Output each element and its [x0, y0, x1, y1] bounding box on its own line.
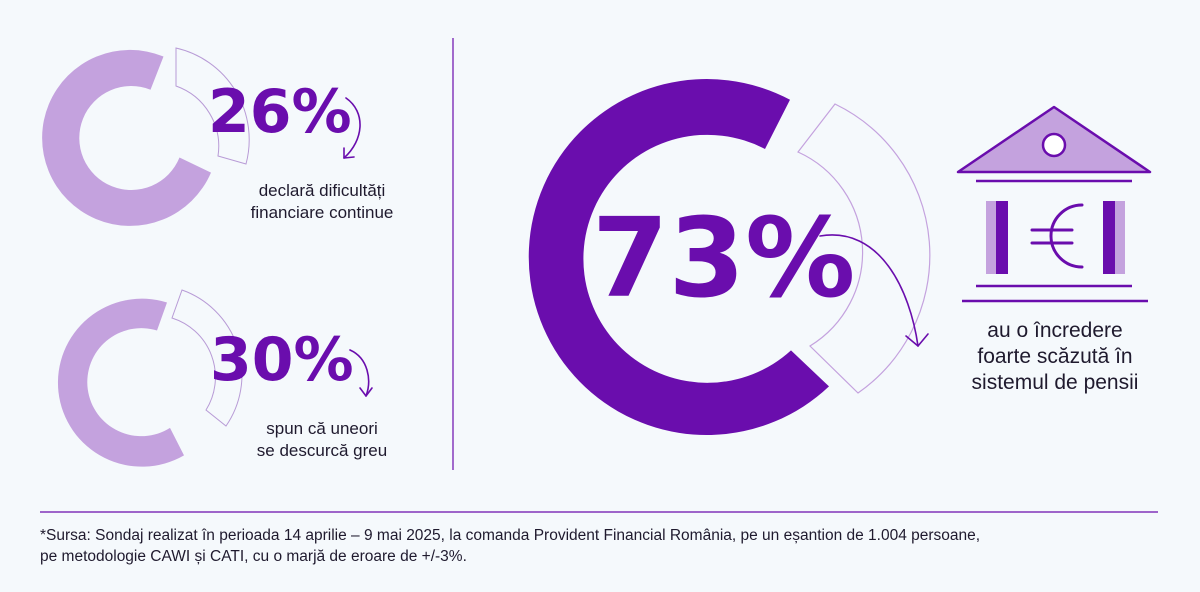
stat-30-caption: spun că uneori se descurcă greu [222, 418, 422, 462]
donut-73-filled-arc [528, 79, 829, 436]
donut-chart-26 [42, 47, 250, 226]
footnote-line: pe metodologie CAWI și CATI, cu o marjă … [40, 548, 467, 565]
donut-73-outline-arc [797, 103, 931, 394]
donut-30-filled-arc [57, 298, 184, 467]
stat-30-caption-line: se descurcă greu [256, 441, 388, 460]
source-footnote: *Sursa: Sondaj realizat în perioada 14 a… [40, 525, 1160, 567]
stat-26-caption-line: financiare continue [250, 203, 394, 222]
footnote-line: *Sursa: Sondaj realizat în perioada 14 a… [40, 527, 981, 544]
stat-26-value: 26% [208, 77, 352, 147]
donut-chart-30 [57, 289, 243, 467]
stat-26-caption-line: declară dificultăți [258, 181, 386, 200]
curved-arrow-icon [349, 349, 373, 397]
curved-arrow-icon [343, 97, 361, 159]
stat-30-caption-line: spun că uneori [266, 419, 378, 438]
donut-26-outline-arc [175, 47, 250, 165]
stat-26-caption: declară dificultăți financiare continue [222, 180, 422, 224]
stat-73-value: 73% [592, 194, 855, 322]
curved-arrow-icon [819, 234, 929, 347]
donut-30-outline-arc [171, 289, 243, 427]
bank-euro-icon [956, 105, 1152, 303]
stat-73-caption-line: foarte scăzută în [977, 345, 1133, 368]
stat-73-caption-line: au o încredere [987, 319, 1123, 342]
donut-chart-73 [528, 79, 931, 436]
stat-73-caption-line: sistemul de pensii [971, 371, 1139, 394]
stat-73-caption: au o încredere foarte scăzută în sistemu… [945, 318, 1165, 396]
stat-30-value: 30% [210, 325, 354, 395]
donut-26-filled-arc [42, 49, 212, 226]
